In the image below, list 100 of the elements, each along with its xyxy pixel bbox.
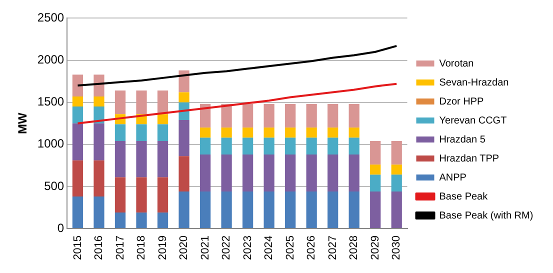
- bar: [114, 212, 126, 228]
- bar: [285, 104, 296, 128]
- bar: [348, 104, 360, 128]
- bar: [242, 128, 254, 138]
- x-tick-label: 2019: [156, 236, 169, 260]
- bar: [306, 192, 317, 228]
- bar: [157, 114, 168, 124]
- y-tick-label: 1500: [37, 94, 64, 109]
- bar: [114, 90, 126, 114]
- bar: [136, 141, 147, 178]
- bar: [285, 192, 296, 228]
- bar: [264, 128, 274, 138]
- legend-label: Yerevan CCGT: [439, 115, 507, 126]
- bar: [114, 124, 126, 142]
- bar: [285, 138, 296, 154]
- y-tick-label: 2500: [37, 10, 64, 25]
- bar: [94, 160, 104, 197]
- bar: [348, 192, 360, 228]
- bar: [221, 104, 232, 128]
- bar: [328, 192, 338, 228]
- bar: [348, 154, 360, 192]
- legend-label: Base Peak (with RM): [439, 210, 534, 222]
- bar: [264, 154, 274, 192]
- bar: [72, 123, 84, 160]
- bar: [136, 177, 147, 213]
- bar: [242, 104, 254, 128]
- bar: [221, 154, 232, 192]
- bar: [221, 138, 232, 154]
- bar: [391, 174, 402, 192]
- bar: [348, 128, 360, 138]
- x-tick-label: 2020: [178, 236, 190, 260]
- bar: [94, 74, 104, 96]
- x-tick-label: 2016: [93, 236, 106, 260]
- x-tick-label: 2024: [263, 236, 276, 260]
- bar: [391, 164, 402, 175]
- x-tick-label: 2018: [136, 236, 148, 260]
- x-tick-label: 2015: [72, 236, 84, 260]
- bar: [72, 196, 84, 228]
- y-tick-label: 0: [57, 220, 64, 235]
- x-tick-label: 2027: [326, 236, 339, 260]
- bar: [136, 124, 147, 142]
- bar: [136, 212, 147, 228]
- bar: [200, 104, 211, 128]
- bar: [136, 90, 147, 114]
- bar: [157, 141, 168, 178]
- y-tick-label: 1000: [37, 136, 64, 151]
- bar: [328, 104, 338, 128]
- bar: [221, 192, 232, 228]
- legend-label: Sevan-Hrazdan: [439, 77, 509, 88]
- bar: [200, 138, 211, 154]
- bar: [242, 154, 254, 192]
- bar: [221, 128, 232, 138]
- bar: [285, 128, 296, 138]
- x-tick-label: 2017: [114, 236, 126, 260]
- bar: [72, 160, 84, 197]
- legend-label: Base Peak: [439, 191, 489, 202]
- bar: [72, 106, 84, 124]
- bar: [264, 138, 274, 154]
- y-tick-label: 500: [44, 178, 64, 193]
- bar: [391, 141, 402, 165]
- bar: [200, 192, 211, 228]
- bar: [306, 104, 317, 128]
- bar: [370, 164, 381, 175]
- bar: [328, 138, 338, 154]
- x-tick-label: 2023: [242, 236, 254, 260]
- legend-label: Dzor HPP: [439, 96, 484, 108]
- bar: [328, 128, 338, 138]
- x-tick-label: 2025: [284, 236, 296, 260]
- bar: [285, 154, 296, 192]
- x-tick-label: 2026: [306, 236, 318, 260]
- x-tick-label: 2022: [220, 236, 233, 260]
- bar: [242, 192, 254, 228]
- bar: [114, 177, 126, 213]
- bar: [178, 70, 190, 92]
- x-tick-label: 2021: [199, 236, 212, 260]
- bar: [72, 74, 84, 96]
- legend-label: Vorotan: [439, 58, 474, 70]
- bar: [94, 123, 104, 160]
- bar: [306, 138, 317, 154]
- bar: [157, 124, 168, 142]
- bar: [348, 138, 360, 154]
- bar: [72, 96, 84, 107]
- bar: [370, 141, 381, 165]
- legend-label: Hrazdan TPP: [439, 153, 500, 164]
- bar: [157, 212, 168, 228]
- bar: [178, 92, 190, 102]
- y-tick-label: 2000: [37, 52, 64, 67]
- bar: [370, 174, 381, 192]
- y-axis-title: MW: [16, 112, 30, 134]
- bar: [328, 154, 338, 192]
- bar: [157, 177, 168, 213]
- bar: [114, 141, 126, 178]
- bar: [200, 154, 211, 192]
- bar: [391, 192, 402, 228]
- bar: [264, 192, 274, 228]
- bar: [306, 128, 317, 138]
- bar: [306, 154, 317, 192]
- bar: [94, 96, 104, 107]
- x-tick-label: 2030: [390, 236, 403, 260]
- x-tick-label: 2028: [348, 236, 360, 260]
